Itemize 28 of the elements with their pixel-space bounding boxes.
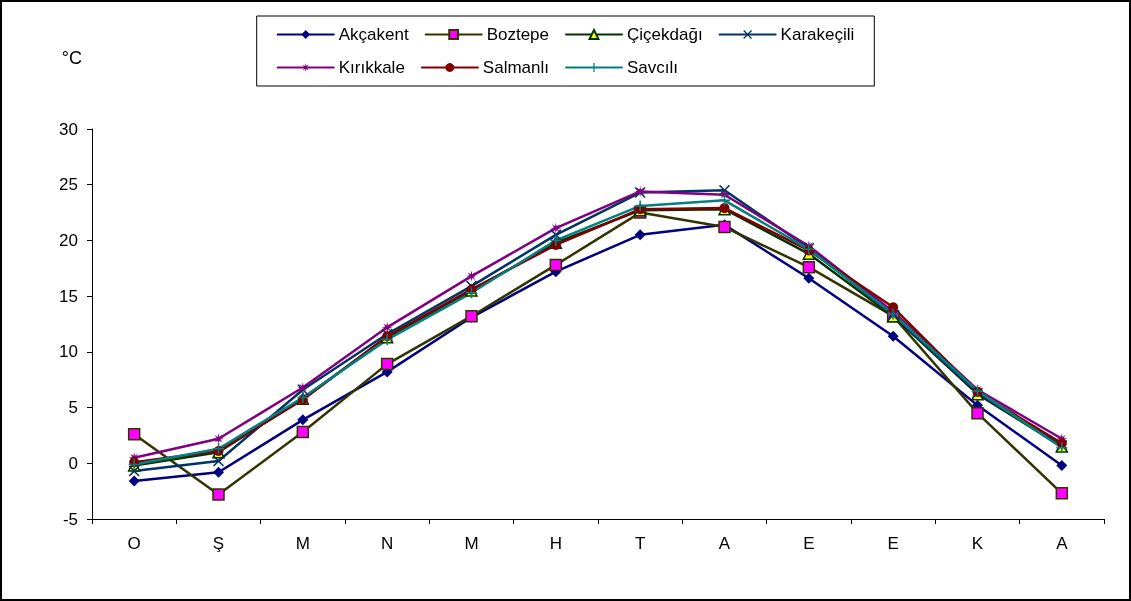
x-tick-label: A	[718, 534, 731, 553]
y-axis-title: °C	[61, 48, 82, 68]
y-tick-label: 30	[59, 119, 78, 139]
x-tick-label: O	[127, 534, 141, 553]
y-tick-label: 0	[68, 453, 78, 473]
legend-label: Savcılı	[626, 58, 679, 77]
legend-label: Çiçekdağı	[627, 25, 703, 44]
x-tick-label: M	[295, 534, 310, 553]
x-tick-label: T	[634, 534, 646, 553]
legend-label: Salmanlı	[482, 58, 549, 77]
y-tick-label: 10	[59, 342, 78, 362]
x-tick-label: Ş	[212, 534, 225, 553]
y-tick-label: 5	[68, 398, 78, 418]
x-tick-label: A	[1056, 534, 1069, 553]
legend-label: Karakeçili	[780, 25, 855, 44]
x-tick-label: E	[803, 534, 815, 553]
y-tick-label: 20	[59, 230, 78, 250]
x-tick-label: N	[381, 534, 394, 553]
y-tick-label: 25	[59, 175, 78, 195]
x-tick-label: E	[887, 534, 899, 553]
y-tick-label: -5	[62, 509, 78, 529]
legend-label: Kırıkkale	[338, 58, 405, 77]
legend-label: Akçakent	[338, 25, 409, 44]
y-tick-label: 15	[59, 286, 78, 306]
legend-label: Boztepe	[486, 25, 550, 44]
x-tick-label: K	[971, 534, 984, 553]
x-tick-label: H	[549, 534, 562, 553]
x-tick-label: M	[464, 534, 479, 553]
